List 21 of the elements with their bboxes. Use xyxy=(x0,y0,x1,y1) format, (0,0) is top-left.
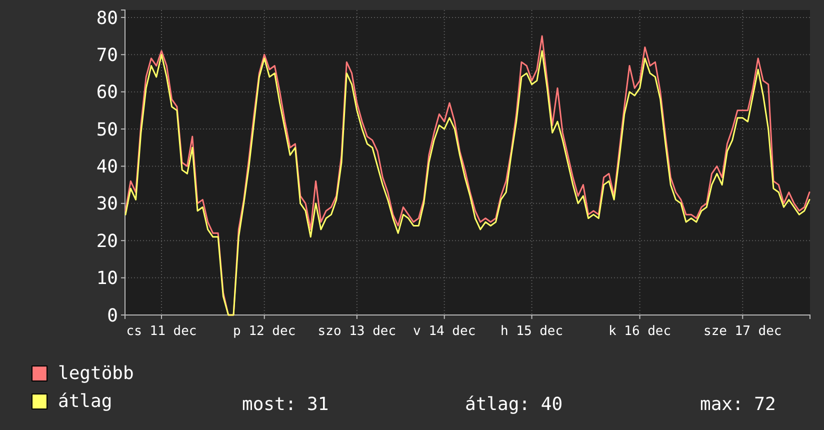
text: max: 72 xyxy=(700,394,776,415)
y-tick-label: 50 xyxy=(96,119,118,140)
x-tick-label: p 12 dec xyxy=(233,324,296,339)
y-tick-label: 20 xyxy=(96,230,118,252)
y-tick-label: 30 xyxy=(96,194,118,215)
legend-label: átlag xyxy=(58,391,112,412)
y-tick-label: 0 xyxy=(107,305,118,326)
y-tick-label: 40 xyxy=(96,156,118,178)
y-tick-label: 80 xyxy=(96,8,118,29)
text: most: 31 xyxy=(242,394,329,415)
text: átlag: 40 xyxy=(465,394,563,415)
x-tick-label: k 16 dec xyxy=(608,324,672,339)
x-tick-label: szo 13 dec xyxy=(318,324,396,339)
x-tick-label: h 15 dec xyxy=(500,324,564,339)
y-tick-label: 70 xyxy=(96,44,118,66)
x-tick-label: sze 17 dec xyxy=(703,324,782,339)
x-tick-label: cs 11 dec xyxy=(126,324,197,339)
y-tick-label: 10 xyxy=(96,268,118,290)
x-tick-label: v 14 dec xyxy=(413,324,476,339)
legend-label: legtöbb xyxy=(58,363,134,384)
y-tick-label: 60 xyxy=(96,82,118,104)
